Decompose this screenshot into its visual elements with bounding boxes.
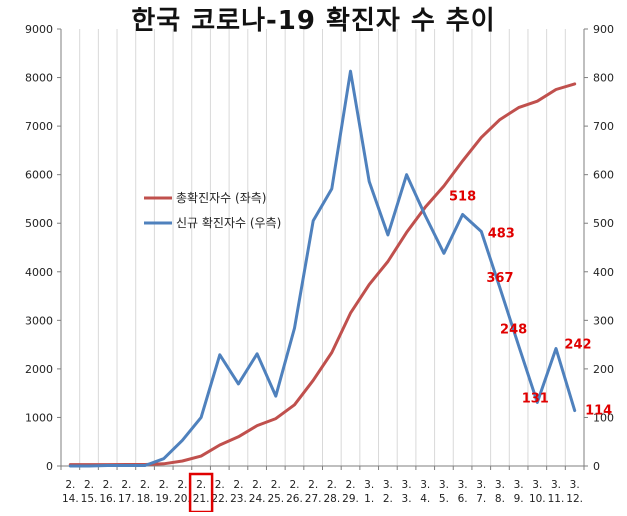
y-right-tick-label: 200 bbox=[593, 363, 614, 376]
x-tick-label: 2. 15. bbox=[81, 479, 98, 505]
x-tick-label: 2. 19. bbox=[155, 479, 172, 505]
chart-title: 한국 코로나-19 확진자 수 추이 bbox=[131, 6, 496, 36]
x-tick-label: 3. 1. bbox=[364, 479, 374, 505]
x-tick-label: 3. 8. bbox=[495, 479, 505, 505]
y-left-tick-label: 7000 bbox=[25, 120, 53, 133]
x-tick-label: 2. 16. bbox=[99, 479, 116, 505]
annotation-label: 242 bbox=[564, 337, 591, 352]
x-tick-label: 2. 23. bbox=[230, 479, 247, 505]
series-line-2 bbox=[68, 69, 577, 468]
annotation-label: 114 bbox=[585, 404, 612, 419]
series-line-1 bbox=[68, 82, 577, 467]
x-tick-label: 3. 7. bbox=[476, 479, 486, 505]
x-tick-label: 2. 21. bbox=[193, 479, 210, 505]
x-tick-label: 3. 9. bbox=[514, 479, 524, 505]
x-tick-label: 3. 12. bbox=[566, 479, 583, 505]
legend-label: 신규 확진자수 (우측) bbox=[176, 216, 281, 230]
x-tick-label: 2. 14. bbox=[62, 479, 79, 505]
x-tick-label: 2. 24. bbox=[249, 479, 266, 505]
y-right-tick-label: 900 bbox=[593, 23, 614, 36]
x-tick-label: 3. 5. bbox=[439, 479, 449, 505]
y-right-tick-label: 400 bbox=[593, 266, 614, 279]
x-tick-label: 2. 18. bbox=[137, 479, 154, 505]
y-left-tick-label: 3000 bbox=[25, 314, 53, 327]
x-tick-label: 2. 26. bbox=[286, 479, 303, 505]
y-right-tick-label: 300 bbox=[593, 314, 614, 327]
x-tick-label: 2. 25. bbox=[267, 479, 284, 505]
x-tick-label: 3. 6. bbox=[458, 479, 468, 505]
y-left-tick-label: 0 bbox=[46, 460, 53, 473]
y-left-tick-label: 4000 bbox=[25, 266, 53, 279]
y-left-tick-label: 1000 bbox=[25, 411, 53, 424]
y-right-tick-label: 600 bbox=[593, 169, 614, 182]
x-tick-label: 3. 10. bbox=[529, 479, 546, 505]
annotation-label: 367 bbox=[486, 271, 513, 286]
x-tick-label: 2. 29. bbox=[342, 479, 359, 505]
annotation-label: 131 bbox=[522, 391, 549, 406]
annotation-label: 483 bbox=[488, 226, 515, 241]
annotation-label: 248 bbox=[500, 323, 527, 338]
y-left-tick-label: 8000 bbox=[25, 72, 53, 85]
legend-label: 총확진자수 (좌측) bbox=[176, 191, 266, 205]
x-tick-label: 3. 4. bbox=[420, 479, 430, 505]
y-right-tick-label: 700 bbox=[593, 120, 614, 133]
x-tick-label: 2. 27. bbox=[305, 479, 322, 505]
x-tick-label: 2. 28. bbox=[323, 479, 340, 505]
x-tick-label: 2. 22. bbox=[211, 479, 228, 505]
y-right-tick-label: 800 bbox=[593, 72, 614, 85]
y-left-tick-label: 5000 bbox=[25, 217, 53, 230]
x-tick-label: 3. 11. bbox=[548, 479, 565, 505]
x-tick-label: 3. 2. bbox=[383, 479, 393, 505]
y-right-tick-label: 0 bbox=[593, 460, 600, 473]
y-right-tick-label: 100 bbox=[593, 411, 614, 424]
x-tick-label: 3. 3. bbox=[402, 479, 412, 505]
x-tick-label: 2. 20. bbox=[174, 479, 191, 505]
y-left-tick-label: 9000 bbox=[25, 23, 53, 36]
y-left-tick-label: 6000 bbox=[25, 169, 53, 182]
y-right-tick-label: 500 bbox=[593, 217, 614, 230]
annotation-label: 518 bbox=[449, 189, 476, 204]
x-tick-label: 2. 17. bbox=[118, 479, 135, 505]
y-left-tick-label: 2000 bbox=[25, 363, 53, 376]
